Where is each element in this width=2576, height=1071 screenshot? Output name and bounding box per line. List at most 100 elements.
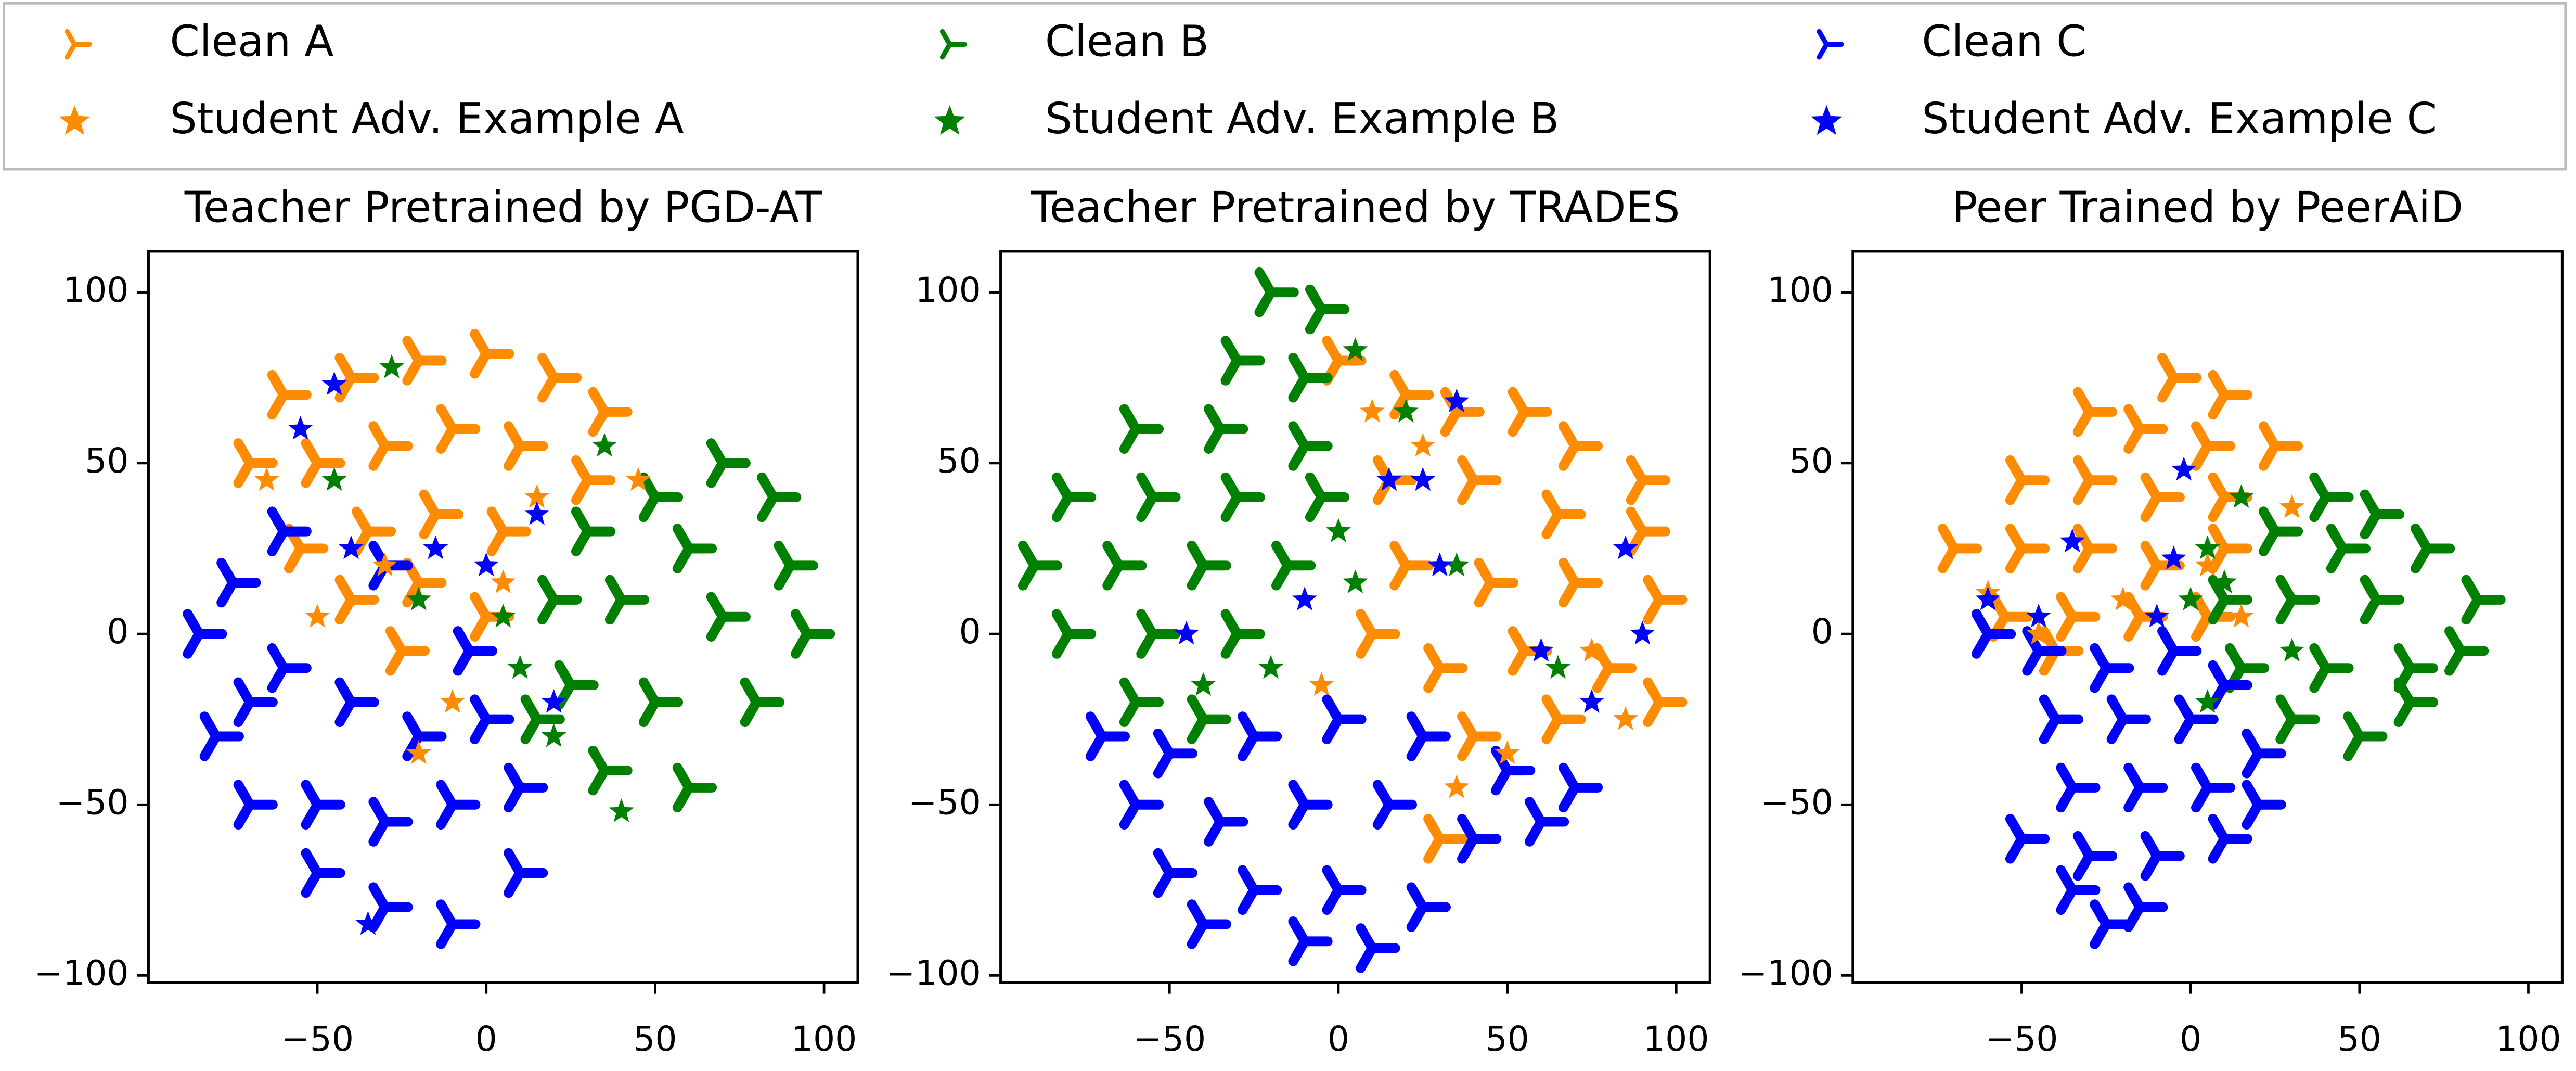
star-marker	[592, 432, 617, 457]
tri-marker	[1558, 421, 1603, 471]
tri-marker	[2208, 369, 2252, 420]
y-tick-label: 50	[85, 440, 128, 481]
tri-marker	[1204, 404, 1248, 454]
y-tick-label: 50	[1789, 440, 1833, 481]
tri-marker	[2326, 524, 2371, 573]
tri-marker	[537, 353, 582, 403]
star-marker	[1292, 586, 1318, 610]
panel: Peer Trained by PeerAiD −50 0 50 100 −100 −50 0…	[1738, 183, 2564, 1059]
tri-marker	[2343, 711, 2388, 761]
tri-marker	[199, 711, 244, 761]
tri-marker	[504, 762, 548, 813]
tri-marker	[520, 694, 565, 744]
tri-marker	[2157, 353, 2202, 403]
tri-marker	[453, 626, 497, 676]
star-marker	[1410, 467, 1436, 491]
tri-marker	[1017, 541, 1063, 591]
tri-marker	[1288, 421, 1333, 471]
star-marker	[541, 723, 566, 747]
tri-marker	[1592, 643, 1637, 693]
star-marker	[934, 105, 965, 135]
star-marker	[355, 911, 381, 935]
x-tick-label: −50	[281, 1018, 354, 1059]
tri-marker	[2056, 592, 2101, 642]
tri-marker	[1938, 524, 1982, 573]
star-marker	[1579, 638, 1604, 662]
star-marker	[1613, 535, 1638, 559]
tri-marker	[2072, 524, 2118, 573]
tri-marker	[385, 626, 430, 676]
star-marker	[288, 415, 313, 440]
tri-marker	[1558, 762, 1603, 813]
tri-marker	[1643, 575, 1688, 625]
star-marker	[1258, 655, 1284, 679]
tri-marker	[588, 745, 633, 796]
tri-marker	[1238, 711, 1282, 761]
tri-marker	[1119, 677, 1164, 728]
tri-marker	[1356, 609, 1400, 659]
tri-marker	[1119, 404, 1164, 454]
tri-marker	[2258, 506, 2303, 556]
star-marker	[423, 535, 448, 559]
tri-marker	[2106, 694, 2151, 744]
tri-marker	[1817, 29, 1844, 60]
tri-marker	[1187, 694, 1231, 744]
star-marker	[1444, 552, 1470, 577]
tri-marker	[504, 421, 548, 471]
tri-marker	[267, 643, 312, 693]
tri-marker	[1102, 541, 1147, 591]
y-tick-label: −50	[908, 782, 981, 822]
y-tick-label: 50	[937, 440, 981, 481]
panel: Teacher Pretrained by TRADES −50 0 50 100 −10…	[886, 183, 1711, 1059]
star-marker	[2026, 620, 2051, 645]
star-marker	[1427, 552, 1452, 577]
y-tick-label: 100	[915, 270, 981, 310]
tri-marker	[267, 369, 312, 420]
plot-area	[1017, 267, 1688, 973]
tri-marker	[419, 489, 464, 540]
panel-title: Teacher Pretrained by TRADES	[1030, 183, 1680, 232]
star-marker	[2229, 484, 2254, 508]
star-marker	[406, 740, 431, 764]
star-marker	[1613, 706, 1638, 730]
tri-marker	[1136, 472, 1181, 522]
tri-marker	[436, 780, 481, 830]
tri-marker	[402, 711, 447, 761]
legend-label: Clean C	[1922, 17, 2086, 67]
star-marker	[2195, 535, 2220, 559]
star-marker	[2144, 603, 2170, 628]
tri-marker	[2005, 455, 2050, 505]
panel: Teacher Pretrained by PGD-AT −50 0 50 100 −10…	[34, 183, 859, 1059]
tri-marker	[1558, 557, 1603, 608]
star-marker	[1545, 655, 1571, 679]
tri-marker	[2444, 626, 2489, 676]
tri-marker	[1322, 865, 1367, 915]
tri-marker	[757, 472, 802, 522]
y-tick-label: 0	[959, 611, 981, 652]
star-marker	[1309, 672, 1334, 696]
tri-marker	[1457, 455, 1502, 505]
tri-marker	[1288, 353, 1333, 403]
tri-marker	[2411, 524, 2455, 573]
tri-marker	[1322, 694, 1367, 744]
tri-marker	[2393, 677, 2438, 728]
tri-marker	[1305, 472, 1350, 522]
star-marker	[625, 467, 651, 491]
tri-marker	[740, 677, 784, 728]
tri-marker	[402, 336, 447, 386]
tri-marker	[1423, 643, 1468, 693]
star-marker	[321, 371, 347, 396]
x-tick-label: 100	[791, 1018, 857, 1059]
tri-marker	[2360, 575, 2404, 625]
tri-marker	[504, 848, 548, 898]
tri-marker	[334, 677, 379, 728]
tri-marker	[2191, 421, 2236, 471]
tri-marker	[2242, 729, 2286, 779]
legend-label: Clean A	[170, 17, 333, 67]
legend-label: Student Adv. Example C	[1922, 94, 2437, 144]
tri-marker	[672, 524, 717, 573]
star-marker	[2195, 552, 2220, 577]
tri-marker	[436, 899, 481, 949]
